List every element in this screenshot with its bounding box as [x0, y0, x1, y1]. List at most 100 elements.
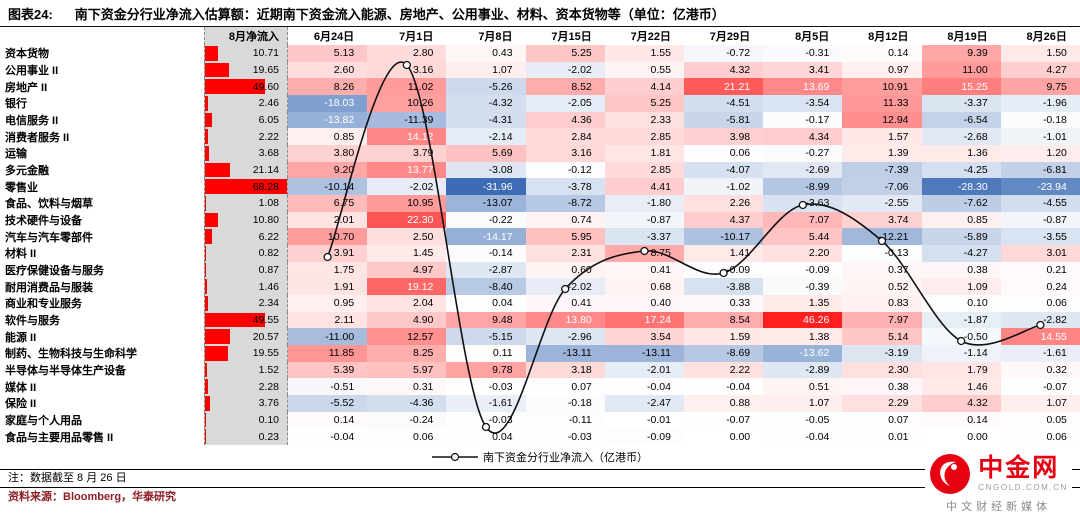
- heatmap-cell: -1.96: [1000, 95, 1080, 112]
- heatmap-cell: 10.26: [367, 95, 447, 112]
- aug-net-inflow-cell: 1.08: [204, 195, 288, 212]
- heatmap-cell: 21.21: [683, 78, 764, 96]
- heatmap-table: 8月净流入 6月24日 7月1日 7月8日 7月15日 7月22日 7月29日 8月5日 8月1…: [0, 27, 1080, 446]
- header-date: 8月19日: [947, 31, 988, 43]
- heatmap-cell: -3.08: [446, 161, 526, 179]
- table-row: 食品、饮料与烟草 1.08 6.75 10.95 -13.07 -8.72 -1.80 2.2…: [0, 195, 1080, 212]
- heatmap-cell: -2.96: [525, 328, 605, 346]
- aug-net-inflow-bar: [205, 96, 208, 111]
- heatmap-cell: -0.03: [446, 378, 526, 396]
- heatmap-cell: 8.52: [525, 78, 605, 96]
- heatmap-cell: 2.85: [604, 128, 684, 146]
- heatmap-cell: -4.31: [446, 111, 526, 129]
- aug-net-inflow-value: 20.57: [252, 330, 279, 343]
- heatmap-cell: 0.05: [1000, 411, 1080, 429]
- heatmap-cell: -5.52: [288, 395, 368, 412]
- aug-net-inflow-bar: [205, 79, 265, 95]
- industry-name: 汽车与汽车零部件: [5, 231, 93, 244]
- heatmap-cell: -4.25: [921, 161, 1001, 179]
- table-row: 零售业 68.28 -10.14 -2.02 -31.96 -3.78 4.41 -1.02-…: [0, 178, 1080, 196]
- heatmap-cell: 4.32: [683, 61, 764, 79]
- heatmap-cell: 11.00: [921, 61, 1001, 79]
- heatmap-cell: 0.14: [288, 411, 368, 429]
- chart-legend: 南下资金分行业净流入（亿港币）: [0, 445, 1080, 469]
- footnote-source: 资料来源：Bloomberg，华泰研究: [8, 491, 177, 503]
- heatmap-cell: -5.26: [446, 78, 526, 96]
- heatmap-cell: -2.82: [1000, 311, 1080, 329]
- heatmap-cell: 3.54: [604, 328, 684, 346]
- aug-net-inflow-cell: 2.46: [204, 95, 288, 112]
- heatmap-cell: 17.24: [604, 311, 684, 329]
- heatmap-cell: 5.44: [763, 228, 843, 246]
- heatmap-cell: 13.80: [525, 311, 605, 329]
- heatmap-cell: 5.25: [525, 45, 605, 62]
- aug-net-inflow-value: 68.28: [252, 180, 279, 193]
- aug-net-inflow-cell: 3.68: [204, 145, 288, 162]
- aug-net-inflow-cell: 3.76: [204, 395, 288, 412]
- heatmap-cell: -0.87: [1000, 211, 1080, 229]
- aug-net-inflow-cell: 49.60: [204, 78, 288, 96]
- table-row: 电信服务 II 6.05 -13.82 -11.39 -4.31 4.36 2.33 -5.8…: [0, 111, 1080, 129]
- aug-net-inflow-value: 19.55: [252, 347, 279, 360]
- aug-net-inflow-value: 2.34: [258, 297, 279, 310]
- table-row: 保险 II 3.76 -5.52 -4.36 -1.61 -0.18 -2.47 0.88 1.…: [0, 395, 1080, 412]
- table-body: 资本货物 10.71 5.13 2.80 0.43 5.25 1.55 -0.72 -0.31 0…: [0, 45, 1080, 446]
- aug-net-inflow-bar: [205, 196, 207, 211]
- heatmap-cell: 10.70: [288, 228, 368, 246]
- heatmap-cell: 19.12: [367, 278, 447, 296]
- aug-net-inflow-bar: [205, 62, 229, 78]
- heatmap-cell: 46.26: [763, 311, 843, 329]
- heatmap-cell: -0.72: [683, 45, 764, 62]
- industry-name: 房地产 II: [5, 81, 48, 94]
- heatmap-cell: -0.07: [683, 411, 764, 429]
- industry-name: 耐用消费品与服装: [5, 281, 93, 294]
- heatmap-cell: 1.79: [921, 361, 1001, 379]
- aug-net-inflow-bar: [205, 129, 208, 145]
- heatmap-cell: -0.04: [683, 378, 764, 396]
- table-row: 材料 II 0.82 3.91 1.45 -0.14 2.31 8.75 1.41 2.20 -0…: [0, 245, 1080, 262]
- header-date: 7月1日: [399, 31, 434, 43]
- aug-net-inflow-bar: [205, 212, 218, 228]
- heatmap-cell: -0.04: [763, 428, 843, 446]
- divider: [0, 469, 1080, 470]
- table-row: 资本货物 10.71 5.13 2.80 0.43 5.25 1.55 -0.72 -0.31 0…: [0, 45, 1080, 62]
- heatmap-cell: 22.30: [367, 211, 447, 229]
- table-row: 消费者服务 II 2.22 0.85 14.12 -2.14 2.84 2.85 3.98 4.…: [0, 128, 1080, 146]
- heatmap-cell: 1.20: [1000, 145, 1080, 162]
- heatmap-cell: 10.95: [367, 195, 447, 212]
- aug-net-inflow-bar: [205, 229, 213, 245]
- heatmap-cell: 0.68: [604, 278, 684, 296]
- aug-net-inflow-bar: [205, 296, 208, 311]
- heatmap-cell: -0.09: [604, 428, 684, 446]
- table-row: 公用事业 II 19.65 2.60 3.16 1.07 -2.02 0.55 4.32 3.4…: [0, 61, 1080, 79]
- aug-net-inflow-cell: 2.34: [204, 295, 288, 312]
- heatmap-cell: -3.19: [842, 345, 922, 362]
- table-row: 医疗保健设备与服务 0.87 1.75 4.97 -2.87 0.60 0.41 -0.09-…: [0, 261, 1080, 279]
- heatmap-cell: 2.01: [288, 211, 368, 229]
- table-row: 能源 II 20.57 -11.00 12.57 -5.15 -2.96 3.54 1.59 1…: [0, 328, 1080, 346]
- heatmap-cell: 2.60: [288, 61, 368, 79]
- heatmap-cell: -8.72: [525, 195, 605, 212]
- industry-name: 医疗保健设备与服务: [5, 265, 104, 278]
- heatmap-cell: -2.02: [525, 61, 605, 79]
- aug-net-inflow-value: 0.82: [258, 247, 279, 260]
- heatmap-cell: -0.01: [604, 411, 684, 429]
- heatmap-cell: -1.02: [683, 178, 764, 196]
- legend-label: 南下资金分行业净流入（亿港币）: [483, 452, 648, 464]
- table-row: 商业和专业服务 2.34 0.95 2.04 0.04 0.41 0.40 0.33 1.35 0…: [0, 295, 1080, 312]
- heatmap-cell: -2.89: [763, 361, 843, 379]
- industry-name: 运输: [5, 148, 27, 161]
- header-date: 7月22日: [630, 31, 671, 43]
- heatmap-cell: 1.45: [367, 245, 447, 262]
- aug-net-inflow-value: 2.46: [258, 97, 279, 110]
- industry-name: 食品与主要用品零售 II: [5, 431, 114, 444]
- heatmap-cell: -0.12: [525, 161, 605, 179]
- heatmap-cell: -10.17: [683, 228, 764, 246]
- heatmap-cell: 1.46: [921, 378, 1001, 396]
- industry-name: 食品、饮料与烟草: [5, 198, 93, 211]
- table-row: 耐用消费品与服装 1.46 1.91 19.12 -8.40 -2.02 0.68 -3.88…: [0, 278, 1080, 296]
- header-corner: [0, 27, 204, 45]
- heatmap-cell: -7.62: [921, 195, 1001, 212]
- divider: [0, 487, 1080, 488]
- aug-net-inflow-value: 2.28: [258, 380, 279, 393]
